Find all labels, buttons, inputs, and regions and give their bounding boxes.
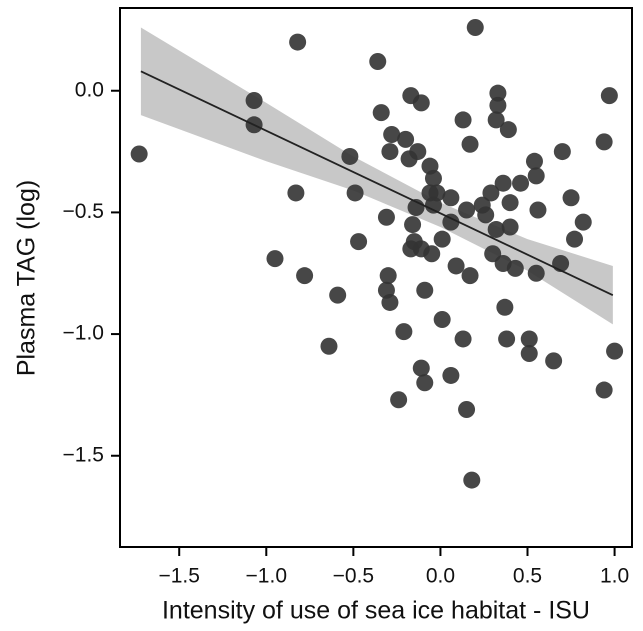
- point: [566, 230, 584, 248]
- point: [409, 143, 427, 161]
- point: [341, 147, 359, 165]
- point: [520, 345, 538, 363]
- point: [245, 91, 263, 109]
- point: [454, 111, 472, 129]
- point: [512, 174, 530, 192]
- point: [395, 323, 413, 341]
- point: [595, 381, 613, 399]
- point: [458, 201, 476, 219]
- point: [529, 201, 547, 219]
- point: [266, 250, 284, 268]
- point: [329, 286, 347, 304]
- point: [482, 184, 500, 202]
- x-axis-title: Intensity of use of sea ice habitat - IS…: [162, 597, 590, 625]
- point: [463, 471, 481, 489]
- point: [501, 218, 519, 236]
- point: [442, 213, 460, 231]
- point: [424, 196, 442, 214]
- point: [433, 230, 451, 248]
- point: [489, 84, 507, 102]
- point: [433, 310, 451, 328]
- x-tick-label: 0.0: [426, 565, 455, 588]
- x-tick-label: −0.5: [333, 565, 374, 588]
- point: [501, 194, 519, 212]
- point: [606, 342, 624, 360]
- point: [296, 267, 314, 285]
- x-tick-label: −1.0: [246, 565, 287, 588]
- point: [287, 184, 305, 202]
- point: [525, 152, 543, 170]
- point: [412, 94, 430, 112]
- point: [458, 401, 476, 419]
- point: [383, 126, 401, 144]
- point: [423, 245, 441, 263]
- y-axis-title: Plasma TAG (log): [13, 180, 41, 376]
- point: [381, 143, 399, 161]
- point: [527, 167, 545, 185]
- point: [346, 184, 364, 202]
- fit-line: [140, 70, 614, 296]
- point: [350, 233, 368, 251]
- point: [416, 374, 434, 392]
- point: [574, 213, 592, 231]
- point: [477, 206, 495, 224]
- point: [487, 111, 505, 129]
- y-tick-label: 0.0: [75, 78, 104, 101]
- point: [369, 53, 387, 71]
- point: [442, 189, 460, 207]
- point: [496, 298, 514, 316]
- point: [447, 257, 465, 275]
- y-tick-label: −1.5: [63, 443, 104, 466]
- point: [289, 33, 307, 51]
- point: [466, 18, 484, 36]
- point: [397, 130, 415, 148]
- point: [600, 87, 618, 105]
- point: [454, 330, 472, 348]
- point: [461, 135, 479, 153]
- point: [498, 330, 516, 348]
- point: [494, 174, 512, 192]
- point: [487, 220, 505, 238]
- point: [553, 143, 571, 161]
- plot-frame: [119, 7, 633, 548]
- x-tick-label: 0.5: [513, 565, 542, 588]
- y-tick-label: −1.0: [63, 322, 104, 345]
- point: [404, 216, 422, 234]
- point: [520, 330, 538, 348]
- point: [461, 267, 479, 285]
- point: [390, 391, 408, 409]
- point: [381, 293, 399, 311]
- point: [424, 169, 442, 187]
- point: [412, 359, 430, 377]
- point: [506, 259, 524, 277]
- point: [130, 145, 148, 163]
- x-tick-label: −1.5: [158, 565, 199, 588]
- point: [442, 366, 460, 384]
- x-tick-label: 1.0: [600, 565, 629, 588]
- point: [595, 133, 613, 151]
- point: [499, 121, 517, 139]
- point: [379, 267, 397, 285]
- point: [372, 104, 390, 122]
- y-tick-label: −0.5: [63, 200, 104, 223]
- point: [562, 189, 580, 207]
- point: [545, 352, 563, 370]
- point: [320, 337, 338, 355]
- point: [489, 96, 507, 114]
- point: [416, 281, 434, 299]
- point: [377, 208, 395, 226]
- point: [527, 264, 545, 282]
